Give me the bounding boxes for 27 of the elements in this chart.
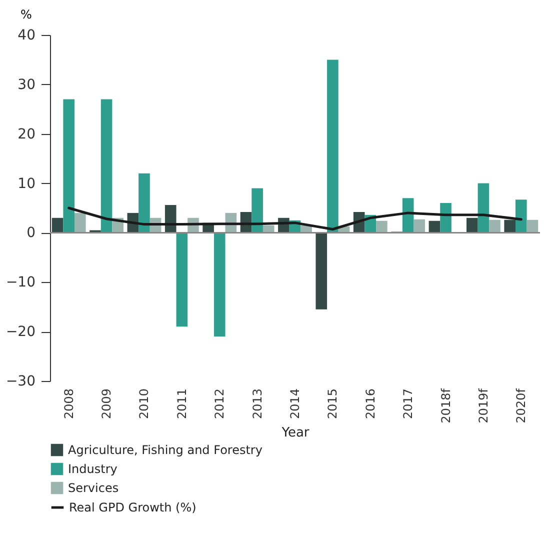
x-tick-label: 2016 xyxy=(363,388,378,420)
x-tick-label: 2015 xyxy=(326,388,340,420)
legend-label: Agriculture, Fishing and Forestry xyxy=(68,443,262,457)
y-tick-label: −30 xyxy=(6,374,36,390)
x-tick-label: 2018f xyxy=(438,388,453,424)
y-axis-title: % xyxy=(20,8,32,22)
x-axis-title: Year xyxy=(280,426,310,440)
x-tick-label: 2017 xyxy=(401,388,416,420)
x-tick-label: 2008 xyxy=(62,388,76,420)
x-tick-label: 2014 xyxy=(288,388,302,420)
x-tick-label: 2013 xyxy=(250,388,264,420)
legend-label: Industry xyxy=(68,462,118,476)
x-tick-label: 2012 xyxy=(212,388,227,420)
y-tick-label: 10 xyxy=(18,176,36,192)
x-tick-label: 2011 xyxy=(174,388,189,420)
y-tick-label: 40 xyxy=(18,28,36,44)
y-tick-label: 30 xyxy=(18,76,36,93)
x-tick-label: 2020f xyxy=(514,388,528,424)
y-tick-label: 0 xyxy=(26,225,36,242)
y-tick-label: −10 xyxy=(6,274,36,291)
x-tick-label: 2009 xyxy=(100,388,114,420)
x-tick-label: 2019f xyxy=(476,388,490,424)
y-tick-label: −20 xyxy=(6,324,36,340)
x-tick-label: 2010 xyxy=(137,388,152,420)
y-tick-label: 20 xyxy=(18,126,36,142)
legend-label: Services xyxy=(68,481,119,495)
legend-label: Real GPD Growth (%) xyxy=(69,500,196,514)
